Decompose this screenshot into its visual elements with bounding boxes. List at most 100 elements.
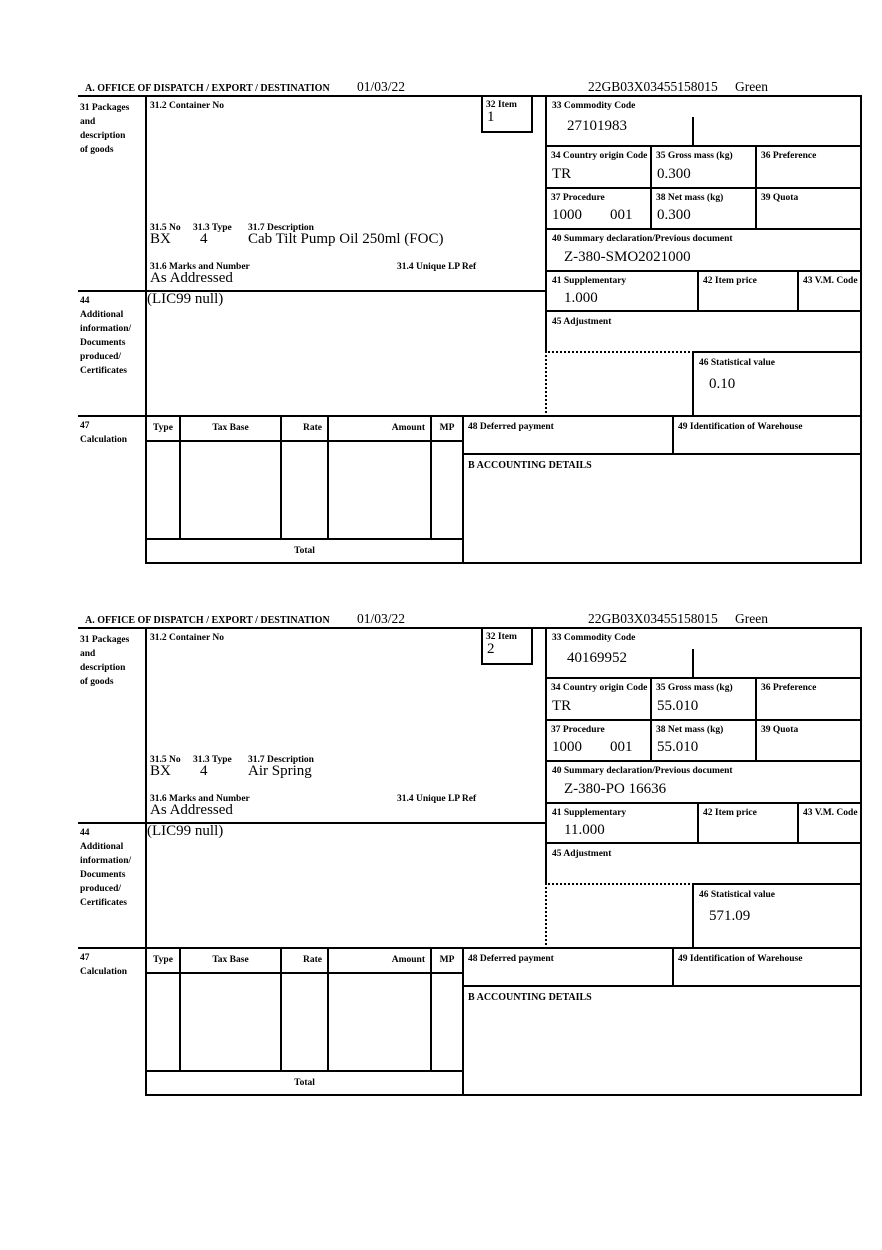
- col-rate-header: Rate: [280, 947, 329, 974]
- form-top-border: [78, 627, 862, 629]
- field-41-label: 41 Supplementary: [552, 276, 627, 286]
- divider-31-44: [78, 290, 547, 292]
- total-text: Total: [294, 1077, 315, 1088]
- col-type-header: Type: [145, 947, 181, 974]
- field-34-label: 34 Country origin Code: [551, 151, 648, 161]
- field-40-label: 40 Summary declaration/Previous document: [552, 234, 733, 244]
- field-41-box: 41 Supplementary 1.000: [545, 270, 699, 312]
- field-43-box: 43 V.M. Code: [797, 270, 862, 312]
- route-status: Green: [735, 611, 768, 626]
- col-type-text: Type: [153, 955, 173, 966]
- col-taxbase-header: Tax Base: [179, 415, 282, 442]
- package-type-value: 4: [200, 231, 208, 247]
- field-35-label: 35 Gross mass (kg): [656, 683, 733, 693]
- total-row: Total: [145, 1070, 464, 1096]
- commodity-code-value: 27101983: [567, 118, 627, 134]
- field-44-label-line: information/: [80, 856, 132, 866]
- net-mass-value: 55.010: [657, 739, 699, 755]
- field-35-box: 35 Gross mass (kg) 55.010: [650, 677, 757, 721]
- field-46-label: 46 Statistical value: [699, 358, 775, 368]
- calc-cell-amount: [327, 440, 432, 540]
- col-rate-header: Rate: [280, 415, 329, 442]
- field-44-label-line: produced/: [80, 352, 122, 362]
- field-31-label-line: description: [80, 663, 126, 673]
- col-mp-header: MP: [430, 947, 464, 974]
- item-number-value: 2: [487, 641, 495, 657]
- field-36-label: 36 Preference: [761, 683, 817, 693]
- field-47-label-line: Calculation: [80, 967, 127, 977]
- field-38-label: 38 Net mass (kg): [656, 725, 724, 735]
- commodity-code-value: 40169952: [567, 650, 627, 666]
- field-31-7-label: 31.7 Description: [248, 223, 314, 233]
- commodity-code-tick: [692, 649, 694, 677]
- col-type-header: Type: [145, 415, 181, 442]
- field-45-box: 45 Adjustment: [545, 842, 862, 883]
- field-31-label: 31 Packages and description of goods: [80, 101, 129, 157]
- dispatch-date: 01/03/22: [357, 79, 406, 94]
- field-33-commodity-box: 33 Commodity Code 27101983: [545, 95, 862, 147]
- net-mass-value: 0.300: [657, 207, 691, 223]
- field-33-commodity-box: 33 Commodity Code 40169952: [545, 627, 862, 679]
- field-36-box: 36 Preference: [755, 677, 862, 721]
- office-of-dispatch-header: A. OFFICE OF DISPATCH / EXPORT / DESTINA…: [85, 83, 330, 94]
- field-41-box: 41 Supplementary 11.000: [545, 802, 699, 844]
- mrn-reference: 22GB03X03455158015: [588, 79, 718, 94]
- country-origin-value: TR: [552, 698, 572, 714]
- mrn-reference: 22GB03X03455158015: [588, 611, 718, 626]
- field-44-label-line: Additional: [80, 310, 124, 320]
- field-31-label-line: 31 Packages: [80, 103, 130, 113]
- calc-cell-taxbase: [179, 972, 282, 1072]
- field-31-label-line: 31 Packages: [80, 635, 130, 645]
- field-44-label-line: Certificates: [80, 366, 127, 376]
- field-34-box: 34 Country origin Code TR: [545, 677, 652, 721]
- office-of-dispatch-header: A. OFFICE OF DISPATCH / EXPORT / DESTINA…: [85, 615, 330, 626]
- calc-cell-type: [145, 440, 181, 540]
- field-47-label: 47 Calculation: [80, 951, 127, 979]
- col-taxbase-header: Tax Base: [179, 947, 282, 974]
- procedure-2-value: 001: [610, 207, 633, 223]
- declaration-item-2: A. OFFICE OF DISPATCH / EXPORT / DESTINA…: [0, 607, 882, 1107]
- col-amount-text: Amount: [391, 955, 425, 966]
- field-47-label-line: 47: [80, 421, 90, 431]
- col-rate-text: Rate: [303, 423, 322, 434]
- field-44-label-line: Additional: [80, 842, 124, 852]
- field-31-5-label: 31.5 No: [150, 223, 181, 233]
- field-41-label: 41 Supplementary: [552, 808, 627, 818]
- field-49-box: 49 Identification of Warehouse: [672, 947, 862, 987]
- field-49-label: 49 Identification of Warehouse: [678, 954, 803, 964]
- field-35-box: 35 Gross mass (kg) 0.300: [650, 145, 757, 189]
- summary-declaration-value: Z-380-PO 16636: [564, 781, 667, 797]
- procedure-value: 1000: [552, 207, 582, 223]
- field-48-label: 48 Deferred payment: [468, 422, 554, 432]
- statistical-value: 571.09: [709, 908, 751, 924]
- col-taxbase-text: Tax Base: [212, 423, 249, 434]
- field-45-box: 45 Adjustment: [545, 310, 862, 351]
- field-38-label: 38 Net mass (kg): [656, 193, 724, 203]
- field-49-box: 49 Identification of Warehouse: [672, 415, 862, 455]
- field-42-box: 42 Item price: [697, 802, 799, 844]
- goods-description-value: Air Spring: [248, 763, 312, 779]
- field-46-label: 46 Statistical value: [699, 890, 775, 900]
- field-31-4-label: 31.4 Unique LP Ref: [397, 794, 477, 804]
- field-47-label: 47 Calculation: [80, 419, 127, 447]
- field-31-2-label: 31.2 Container No: [150, 101, 224, 111]
- field-32-label: 32 Item: [486, 100, 517, 110]
- field-42-label: 42 Item price: [703, 276, 757, 286]
- field-39-box: 39 Quota: [755, 719, 862, 762]
- col-mp-text: MP: [439, 955, 455, 966]
- col-type-text: Type: [153, 423, 173, 434]
- calc-cell-type: [145, 972, 181, 1072]
- item-number-value: 1: [487, 109, 495, 125]
- field-31-label: 31 Packages and description of goods: [80, 633, 129, 689]
- label-column-divider: [145, 627, 147, 1096]
- field-46-box: 46 Statistical value 571.09: [692, 883, 862, 949]
- additional-info-value: (LIC99 null): [147, 823, 224, 839]
- package-count-value: BX: [150, 231, 171, 247]
- field-32-item-box: 32 Item 1: [481, 95, 533, 133]
- field-31-6-label: 31.6 Marks and Number: [150, 794, 250, 804]
- divider-31-44: [78, 822, 547, 824]
- field-45-label: 45 Adjustment: [552, 849, 612, 859]
- supplementary-value: 1.000: [564, 290, 598, 306]
- field-35-label: 35 Gross mass (kg): [656, 151, 733, 161]
